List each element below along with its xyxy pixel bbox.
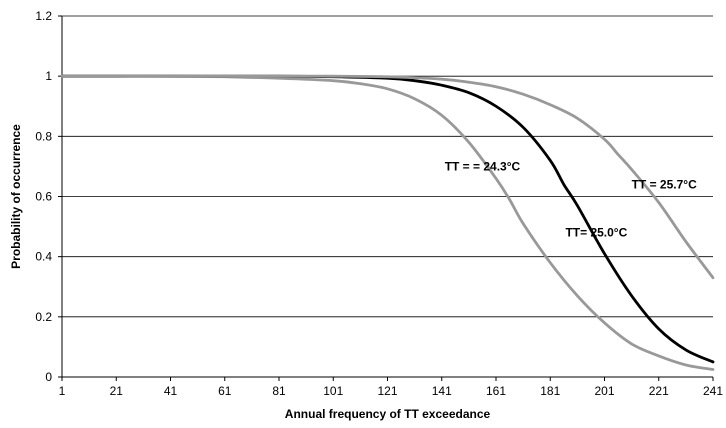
x-tick-label: 41 <box>164 384 178 398</box>
series-line-3 <box>60 74 715 280</box>
x-tick-label: 221 <box>649 384 669 398</box>
x-tick-label: 141 <box>432 384 452 398</box>
y-tick-label: 0.6 <box>35 190 52 204</box>
x-tick-label: 101 <box>323 384 343 398</box>
y-tick-label: 0.2 <box>35 310 52 324</box>
x-tick-label: 61 <box>218 384 232 398</box>
series-layer <box>60 74 715 371</box>
y-tick-label: 0.4 <box>35 250 52 264</box>
y-tick-label: 1 <box>45 69 52 83</box>
x-tick-label: 81 <box>272 384 286 398</box>
series-line-1 <box>60 74 715 371</box>
x-tick-labels: 1 21 41 61 81 101 121 141 161 181 201 221 241 <box>59 377 723 398</box>
curve-annotation-2: TT= 25.0°C <box>565 226 627 240</box>
curve-annotation-3: TT = 25.7°C <box>632 177 697 191</box>
curve-annotation-1: TT = = 24.3°C <box>445 159 521 173</box>
y-tick-labels: 0 0.2 0.4 0.6 0.8 1 1.2 <box>35 9 62 384</box>
y-axis-title: Probability of occurrence <box>9 124 23 269</box>
y-tick-label: 0 <box>45 370 52 384</box>
x-tick-label: 1 <box>59 384 66 398</box>
x-axis-title: Annual frequency of TT exceedance <box>285 407 491 421</box>
y-tick-label: 1.2 <box>35 9 52 23</box>
y-tick-label: 0.8 <box>35 129 52 143</box>
x-tick-label: 161 <box>486 384 506 398</box>
x-tick-label: 181 <box>540 384 560 398</box>
x-tick-label: 21 <box>110 384 124 398</box>
x-tick-label: 241 <box>703 384 723 398</box>
series-line-2 <box>60 74 715 364</box>
x-tick-label: 201 <box>594 384 614 398</box>
x-tick-label: 121 <box>377 384 397 398</box>
annotations: TT = = 24.3°C TT= 25.0°C TT = 25.7°C <box>445 159 697 239</box>
